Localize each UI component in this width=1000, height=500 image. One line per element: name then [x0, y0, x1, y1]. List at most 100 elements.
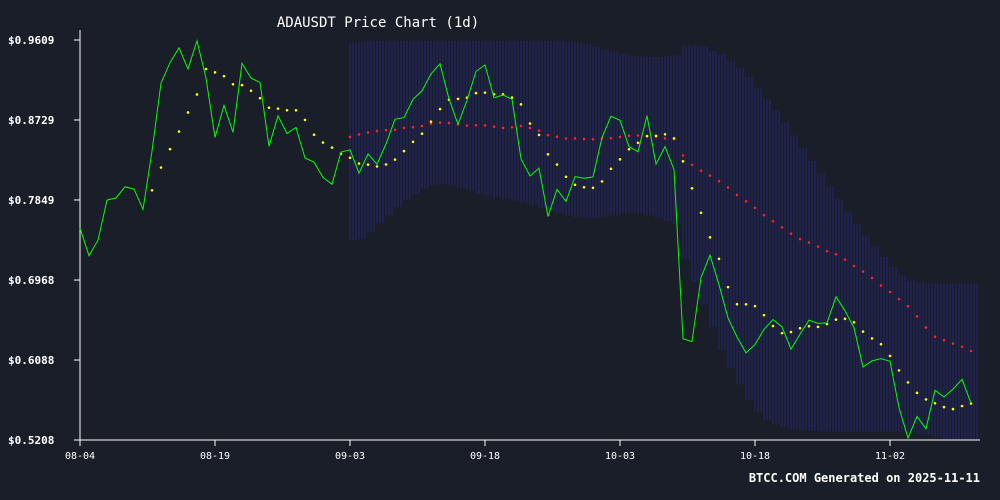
sma-fast-point [951, 407, 955, 411]
sma-fast-point [150, 188, 154, 192]
sma-slow-point [474, 123, 478, 127]
sma-slow-point [582, 137, 586, 141]
sma-slow-point [816, 245, 820, 248]
sma-fast-point [744, 303, 748, 306]
sma-slow-point [789, 232, 793, 235]
sma-fast-point [195, 93, 199, 96]
sma-fast-point [717, 257, 721, 261]
sma-fast-point [573, 183, 577, 187]
sma-fast-point [798, 326, 802, 330]
price-series [79, 38, 972, 440]
sma-slow-point [798, 237, 802, 241]
sma-fast-point [807, 324, 811, 328]
sma-fast-point [285, 108, 289, 112]
y-tick-label: $0.8729 [8, 114, 54, 127]
sma-slow-point [717, 179, 721, 183]
sma-fast-point [726, 285, 730, 289]
sma-slow-point [366, 131, 370, 134]
sma-fast-point [609, 167, 613, 171]
sma-slow-point [501, 126, 505, 130]
price-line [79, 38, 972, 440]
sma-fast-point [672, 137, 676, 140]
sma-slow-point [771, 219, 775, 223]
sma-slow-point [888, 290, 892, 294]
sma-fast-point [627, 147, 631, 151]
sma-fast-point [393, 158, 397, 161]
x-tick-label: 10-03 [605, 451, 635, 462]
sma-fast-point [942, 405, 946, 409]
sma-slow-point [825, 249, 829, 253]
sma-fast-point [537, 133, 541, 137]
y-tick-label: $0.9609 [8, 34, 54, 47]
sma-fast-point [348, 156, 352, 160]
sma-slow-point [906, 305, 910, 308]
sma-fast-point [924, 398, 928, 401]
sma-fast-point [357, 162, 361, 165]
sma-fast-point [690, 187, 694, 190]
volatility-bands [349, 40, 978, 440]
sma-slow-point [429, 122, 433, 126]
sma-fast-point [402, 149, 406, 153]
sma-fast-point [366, 163, 370, 166]
sma-slow-point [537, 129, 541, 133]
footer-credit: BTCC.COM Generated on 2025-11-11 [749, 471, 980, 485]
sma-fast-point [546, 153, 550, 156]
sma-slow-point [555, 135, 559, 139]
sma-slow-point [609, 136, 613, 140]
sma-fast-point [510, 96, 514, 99]
sma-fast-point [636, 141, 640, 145]
sma-fast-point [384, 163, 388, 166]
sma-fast-point [294, 108, 298, 112]
sma-slow-point [636, 134, 640, 137]
sma-fast-point [276, 107, 280, 110]
sma-slow-point [357, 133, 361, 136]
sma-fast-point [852, 320, 856, 324]
sma-slow-point [897, 297, 901, 301]
sma-fast-point [204, 67, 208, 71]
sma-fast-point [519, 103, 523, 106]
sma-fast-point [312, 133, 316, 137]
sma-fast-point [861, 330, 865, 333]
sma-slow-point [447, 121, 451, 125]
sma-fast-point [762, 313, 766, 317]
sma-fast-point [429, 120, 433, 124]
sma-fast-point [249, 89, 253, 93]
sma-fast-point [267, 106, 271, 110]
sma-fast-point [582, 185, 586, 189]
sma-fast-point [933, 401, 937, 405]
sma-fast-point [564, 175, 568, 179]
sma-fast-point [177, 130, 181, 133]
sma-slow-point [924, 326, 928, 329]
sma-fast-point [303, 118, 307, 122]
sma-fast-point [258, 96, 262, 100]
y-tick-label: $0.7849 [8, 194, 54, 207]
sma-slow-point [870, 276, 874, 280]
sma-slow-point [969, 349, 973, 353]
sma-fast-point [168, 147, 172, 151]
sma-slow-point [690, 163, 694, 167]
sma-fast-point [375, 165, 379, 168]
sma-fast-point [906, 381, 910, 384]
sma-fast-point [789, 330, 793, 334]
sma-fast-point [618, 158, 622, 161]
sma-fast-point [483, 91, 487, 94]
sma-fast-point [663, 132, 667, 136]
sma-slow-point [915, 315, 919, 318]
sma-fast-point [438, 107, 442, 111]
sma-slow-point [681, 154, 685, 157]
sma-slow-point [708, 174, 712, 177]
sma-fast-point [780, 331, 784, 335]
sma-slow-point [348, 135, 352, 139]
sma-fast-point [771, 324, 775, 328]
sma-slow-point [528, 126, 532, 130]
axes [79, 30, 980, 441]
sma-slow-point [510, 125, 514, 129]
sma-slow-point [951, 342, 955, 345]
sma-slow-point [960, 345, 964, 349]
sma-slow-point [762, 213, 766, 217]
x-tick-label: 09-03 [335, 451, 365, 462]
sma-slow-point [438, 121, 442, 124]
sma-fast-point [159, 166, 163, 169]
sma-slow-point [483, 124, 487, 127]
